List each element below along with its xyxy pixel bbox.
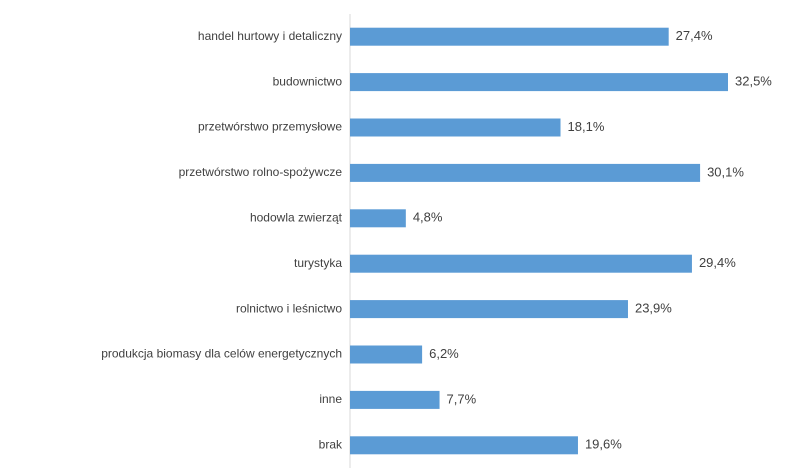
category-label-4: hodowla zwierząt bbox=[250, 210, 343, 224]
bar-2 bbox=[350, 118, 561, 137]
bar-0 bbox=[350, 27, 669, 46]
value-label-1: 32,5% bbox=[735, 74, 772, 89]
category-label-1: budownictwo bbox=[273, 74, 343, 88]
category-label-3: przetwórstwo rolno-spożywcze bbox=[179, 165, 343, 179]
value-label-0: 27,4% bbox=[676, 28, 713, 43]
value-label-9: 19,6% bbox=[585, 437, 622, 452]
value-label-6: 23,9% bbox=[635, 301, 672, 316]
bar-1 bbox=[350, 73, 728, 92]
category-label-5: turystyka bbox=[294, 256, 342, 270]
category-label-9: brak bbox=[319, 437, 343, 451]
bar-7 bbox=[350, 345, 423, 364]
category-label-8: inne bbox=[319, 392, 342, 406]
category-label-0: handel hurtowy i detaliczny bbox=[198, 29, 342, 43]
bar-9 bbox=[350, 436, 578, 455]
value-label-2: 18,1% bbox=[568, 119, 605, 134]
category-label-6: rolnictwo i leśnictwo bbox=[236, 301, 342, 315]
value-label-4: 4,8% bbox=[413, 210, 443, 225]
category-labels-group: handel hurtowy i detaliczny budownictwo pr… bbox=[101, 29, 343, 452]
bar-4 bbox=[350, 209, 406, 228]
bar-5 bbox=[350, 254, 692, 273]
bar-6 bbox=[350, 300, 628, 319]
value-label-5: 29,4% bbox=[699, 255, 736, 270]
value-label-8: 7,7% bbox=[447, 391, 477, 406]
bars-group bbox=[350, 27, 728, 455]
value-label-7: 6,2% bbox=[429, 346, 459, 361]
category-label-2: przetwórstwo przemysłowe bbox=[198, 120, 342, 134]
bar-3 bbox=[350, 163, 701, 182]
value-labels-group: 27,4% 32,5% 18,1% 30,1% 4,8% 29,4% 23,9% 6,2% 7,… bbox=[413, 28, 772, 452]
value-label-3: 30,1% bbox=[707, 164, 744, 179]
bar-8 bbox=[350, 390, 440, 409]
category-label-7: produkcja biomasy dla celów energetyczny… bbox=[101, 347, 342, 361]
